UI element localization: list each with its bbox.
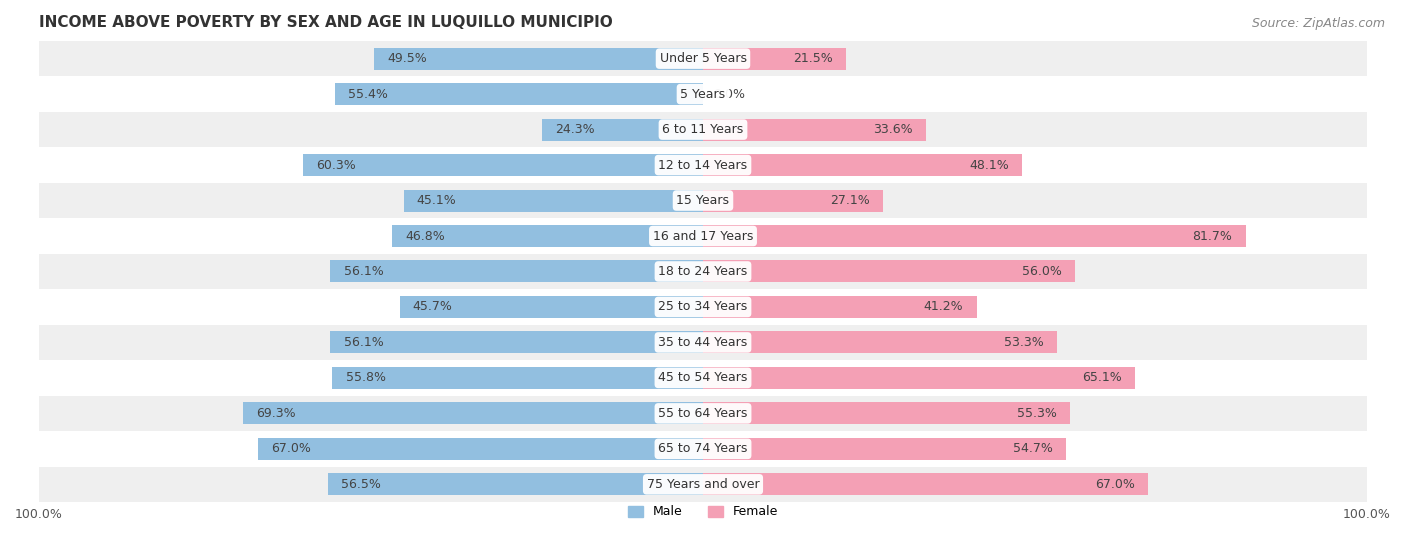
Text: 55 to 64 Years: 55 to 64 Years (658, 407, 748, 420)
Text: 33.6%: 33.6% (873, 123, 912, 136)
Bar (39, 360, 1367, 396)
Text: 65 to 74 Years: 65 to 74 Years (658, 442, 748, 456)
Bar (39, 148, 1367, 183)
Bar (404, 190, 703, 211)
Text: 6 to 11 Years: 6 to 11 Years (662, 123, 744, 136)
Bar (335, 83, 703, 105)
Text: 12 to 14 Years: 12 to 14 Years (658, 159, 748, 172)
Bar (703, 225, 1246, 247)
Bar (39, 431, 1367, 467)
Bar (541, 119, 703, 140)
Text: 49.5%: 49.5% (388, 52, 427, 65)
Text: 75 Years and over: 75 Years and over (647, 478, 759, 491)
Bar (330, 331, 703, 353)
Bar (39, 254, 1367, 289)
Bar (703, 402, 1070, 424)
Bar (703, 296, 977, 318)
Text: 45.7%: 45.7% (413, 300, 453, 314)
Bar (39, 467, 1367, 502)
Text: 56.0%: 56.0% (1022, 265, 1062, 278)
Text: 5 Years: 5 Years (681, 88, 725, 101)
Bar (703, 438, 1066, 460)
Legend: Male, Female: Male, Female (623, 500, 783, 523)
Text: 25 to 34 Years: 25 to 34 Years (658, 300, 748, 314)
Text: 56.1%: 56.1% (343, 336, 384, 349)
Text: 24.3%: 24.3% (555, 123, 595, 136)
Bar (703, 154, 1022, 176)
Bar (703, 331, 1057, 353)
Text: 67.0%: 67.0% (271, 442, 311, 456)
Text: 81.7%: 81.7% (1192, 230, 1232, 243)
Text: 53.3%: 53.3% (1004, 336, 1043, 349)
Bar (39, 325, 1367, 360)
Text: Under 5 Years: Under 5 Years (659, 52, 747, 65)
Bar (39, 77, 1367, 112)
Text: 55.3%: 55.3% (1017, 407, 1057, 420)
Bar (399, 296, 703, 318)
Bar (703, 190, 883, 211)
Text: 65.1%: 65.1% (1083, 371, 1122, 385)
Text: 69.3%: 69.3% (256, 407, 295, 420)
Text: INCOME ABOVE POVERTY BY SEX AND AGE IN LUQUILLO MUNICIPIO: INCOME ABOVE POVERTY BY SEX AND AGE IN L… (39, 15, 613, 30)
Text: 21.5%: 21.5% (793, 52, 832, 65)
Text: 16 and 17 Years: 16 and 17 Years (652, 230, 754, 243)
Bar (39, 289, 1367, 325)
Text: 55.8%: 55.8% (346, 371, 385, 385)
Bar (302, 154, 703, 176)
Text: 18 to 24 Years: 18 to 24 Years (658, 265, 748, 278)
Bar (703, 473, 1147, 495)
Bar (39, 41, 1367, 77)
Bar (39, 218, 1367, 254)
Bar (703, 48, 846, 70)
Bar (330, 260, 703, 282)
Text: 56.1%: 56.1% (343, 265, 384, 278)
Bar (703, 119, 927, 140)
Text: 67.0%: 67.0% (1095, 478, 1135, 491)
Bar (328, 473, 703, 495)
Bar (374, 48, 703, 70)
Bar (259, 438, 703, 460)
Bar (703, 260, 1074, 282)
Text: 27.1%: 27.1% (830, 194, 870, 207)
Bar (39, 112, 1367, 148)
Text: 0.0%: 0.0% (713, 88, 745, 101)
Bar (332, 367, 703, 389)
Bar (243, 402, 703, 424)
Text: 54.7%: 54.7% (1014, 442, 1053, 456)
Text: 46.8%: 46.8% (405, 230, 446, 243)
Text: 55.4%: 55.4% (349, 88, 388, 101)
Text: 60.3%: 60.3% (316, 159, 356, 172)
Text: 48.1%: 48.1% (969, 159, 1010, 172)
Bar (703, 367, 1135, 389)
Text: 45 to 54 Years: 45 to 54 Years (658, 371, 748, 385)
Text: 56.5%: 56.5% (342, 478, 381, 491)
Text: 45.1%: 45.1% (416, 194, 457, 207)
Text: 41.2%: 41.2% (924, 300, 963, 314)
Bar (39, 396, 1367, 431)
Bar (39, 183, 1367, 218)
Text: 35 to 44 Years: 35 to 44 Years (658, 336, 748, 349)
Bar (392, 225, 703, 247)
Text: Source: ZipAtlas.com: Source: ZipAtlas.com (1251, 17, 1385, 30)
Text: 15 Years: 15 Years (676, 194, 730, 207)
